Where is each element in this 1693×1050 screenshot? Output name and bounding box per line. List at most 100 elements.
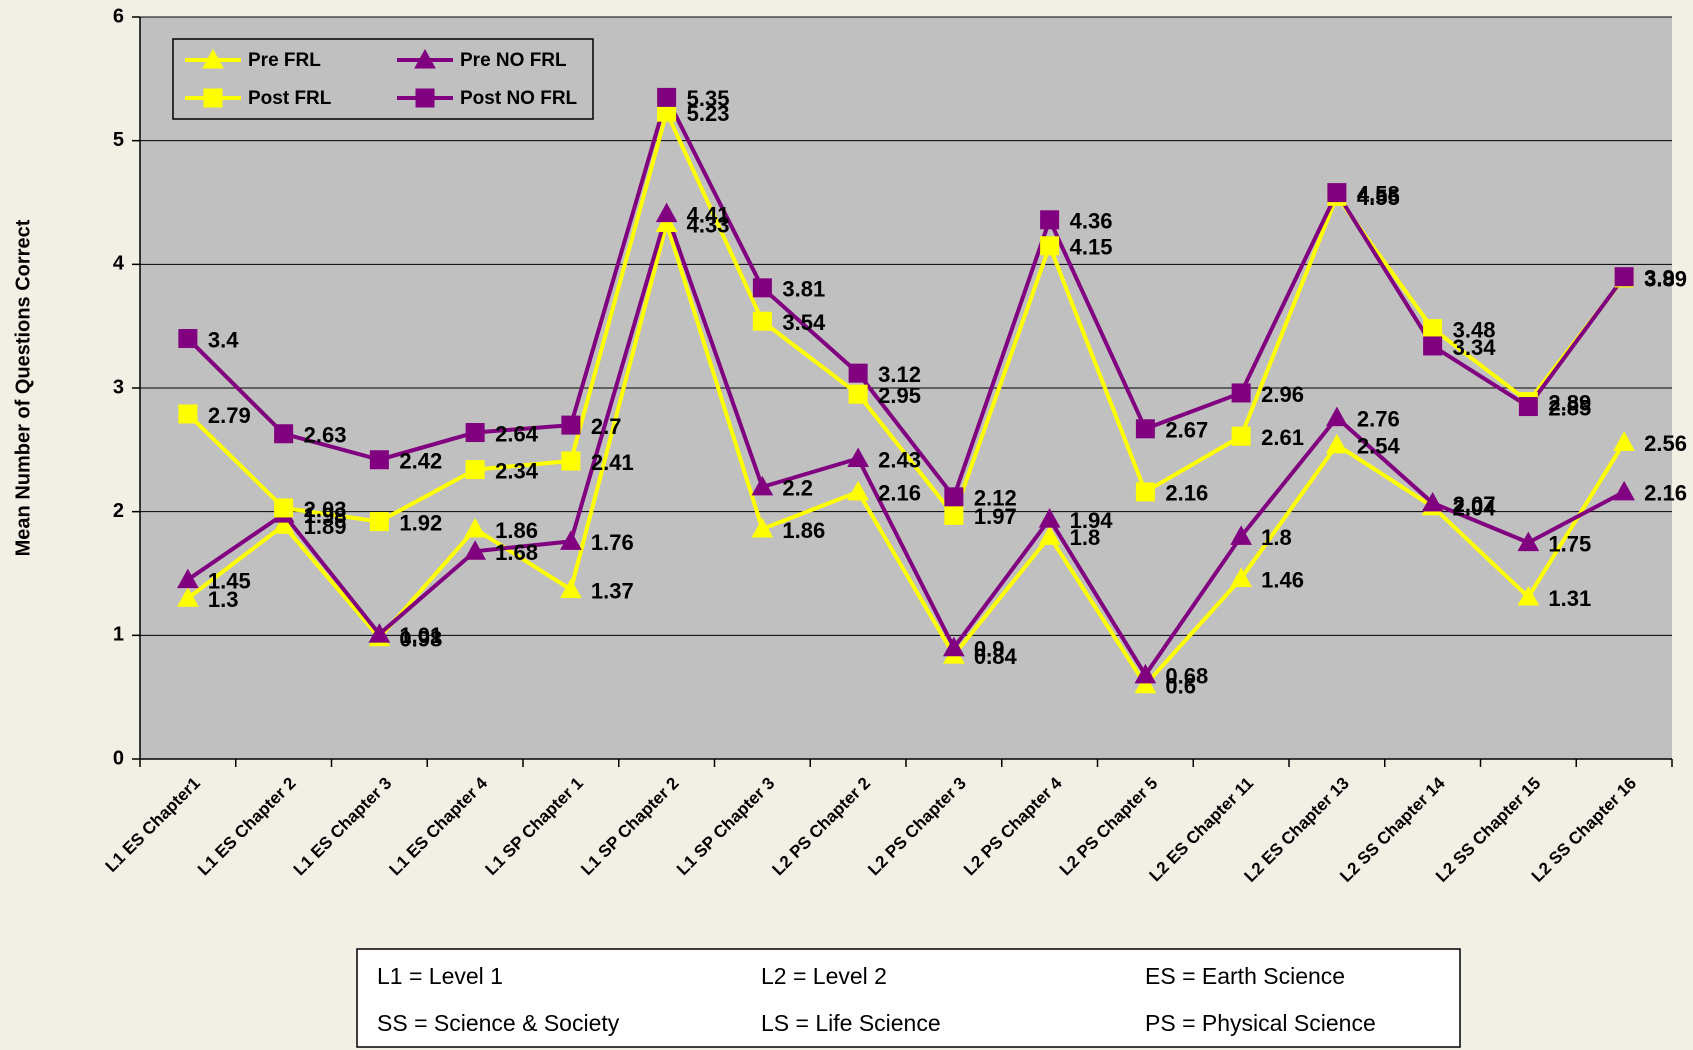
data-label: 3.54 xyxy=(782,310,826,335)
legend-label: Post FRL xyxy=(248,88,332,109)
data-label: 3.48 xyxy=(1453,317,1496,342)
data-label: 2.96 xyxy=(1261,382,1304,407)
data-label: 2.12 xyxy=(974,486,1017,511)
data-label: 1.46 xyxy=(1261,567,1304,592)
data-label: 2.95 xyxy=(878,383,921,408)
marker xyxy=(1134,673,1157,694)
note: L1 = Level 1 xyxy=(377,963,503,989)
marker xyxy=(1326,433,1348,454)
x-tick-label: L2 PS Chapter 4 xyxy=(960,773,1066,879)
data-label: 4.58 xyxy=(1357,181,1400,206)
y-tick-label: 3 xyxy=(113,376,124,398)
marker xyxy=(178,404,198,424)
marker xyxy=(415,88,435,108)
data-label: 2.43 xyxy=(878,447,921,472)
data-label: 2.04 xyxy=(1453,496,1497,521)
marker xyxy=(1040,210,1060,230)
marker xyxy=(465,460,485,480)
marker xyxy=(1517,531,1540,552)
data-label: 2.16 xyxy=(1644,481,1687,506)
y-tick-label: 1 xyxy=(113,624,124,646)
data-label: 3.12 xyxy=(878,362,921,387)
marker xyxy=(657,87,677,107)
marker xyxy=(560,578,582,599)
marker xyxy=(752,311,772,331)
data-label: 2.63 xyxy=(304,423,347,448)
series-line xyxy=(186,207,1626,679)
data-label: 1.68 xyxy=(495,540,538,565)
data-label: 2.03 xyxy=(304,497,347,522)
data-label: 1.86 xyxy=(495,518,538,543)
data-label: 2.7 xyxy=(591,414,622,439)
data-label: 1.86 xyxy=(782,518,825,543)
marker xyxy=(1134,663,1157,684)
series-line xyxy=(186,216,1626,689)
data-label: 0.6 xyxy=(1165,674,1196,699)
data-label: 1.01 xyxy=(399,623,442,648)
data-label: 3.81 xyxy=(782,277,825,302)
x-tick-label: L1 ES Chapter 3 xyxy=(290,774,396,880)
x-tick-label: L1 ES Chapter1 xyxy=(102,774,204,876)
data-label: 2.64 xyxy=(495,421,539,446)
marker xyxy=(368,623,391,643)
data-label: 1.75 xyxy=(1548,531,1591,556)
legend-box xyxy=(172,38,594,120)
data-label: 0.9 xyxy=(974,637,1005,662)
marker xyxy=(752,278,772,298)
data-label: 2.56 xyxy=(1644,431,1687,456)
data-label: 2.16 xyxy=(878,481,921,506)
note: L2 = Level 2 xyxy=(761,963,887,989)
marker xyxy=(943,636,965,657)
notes-box xyxy=(356,948,1461,1048)
marker xyxy=(1230,567,1252,587)
marker xyxy=(464,540,486,560)
data-label: 1.76 xyxy=(591,530,634,555)
data-label: 1.92 xyxy=(399,510,442,535)
data-label: 1.37 xyxy=(591,578,634,603)
data-label: 2.2 xyxy=(782,476,813,501)
marker xyxy=(274,498,294,518)
data-label: 5.23 xyxy=(687,101,730,126)
marker xyxy=(848,384,868,404)
marker xyxy=(944,505,964,525)
data-label: 2.16 xyxy=(1165,481,1208,506)
marker xyxy=(1423,319,1443,339)
marker xyxy=(465,423,485,443)
x-tick-label: L1 SP Chapter 2 xyxy=(577,774,682,879)
marker xyxy=(561,415,581,435)
series-line xyxy=(186,106,1626,524)
data-label: 3.89 xyxy=(1644,267,1687,292)
x-tick-label: L2 SS Chapter 15 xyxy=(1432,774,1544,886)
data-label: 4.36 xyxy=(1070,209,1113,234)
data-label: 2.34 xyxy=(495,458,539,483)
y-tick-label: 4 xyxy=(113,253,125,275)
data-label: 1.97 xyxy=(974,504,1017,529)
data-label: 4.33 xyxy=(687,212,730,237)
marker xyxy=(1135,419,1155,439)
x-tick-label: L2 ES Chapter 11 xyxy=(1145,774,1257,886)
marker xyxy=(655,212,678,233)
note: LS = Life Science xyxy=(761,1010,941,1036)
marker xyxy=(1040,236,1060,256)
data-label: 2.76 xyxy=(1357,406,1400,431)
y-tick-label: 5 xyxy=(113,129,124,151)
data-label: 2.67 xyxy=(1165,418,1208,443)
x-tick-label: L1 ES Chapter 4 xyxy=(386,773,492,879)
x-tick-label: L1 SP Chapter 1 xyxy=(481,774,586,879)
marker xyxy=(1230,525,1252,545)
data-label: 1.3 xyxy=(208,587,239,612)
marker xyxy=(177,568,199,589)
marker xyxy=(847,480,869,501)
marker xyxy=(1038,508,1061,528)
data-label: 1.89 xyxy=(304,514,347,539)
marker xyxy=(1231,426,1251,446)
marker xyxy=(1518,397,1538,417)
data-label: 2.85 xyxy=(1548,395,1591,420)
x-tick-label: L2 PS Chapter 2 xyxy=(769,774,875,880)
marker xyxy=(369,512,389,532)
data-label: 4.55 xyxy=(1357,185,1400,210)
marker xyxy=(464,517,486,538)
data-label: 1.45 xyxy=(208,568,251,593)
marker xyxy=(1614,267,1634,287)
